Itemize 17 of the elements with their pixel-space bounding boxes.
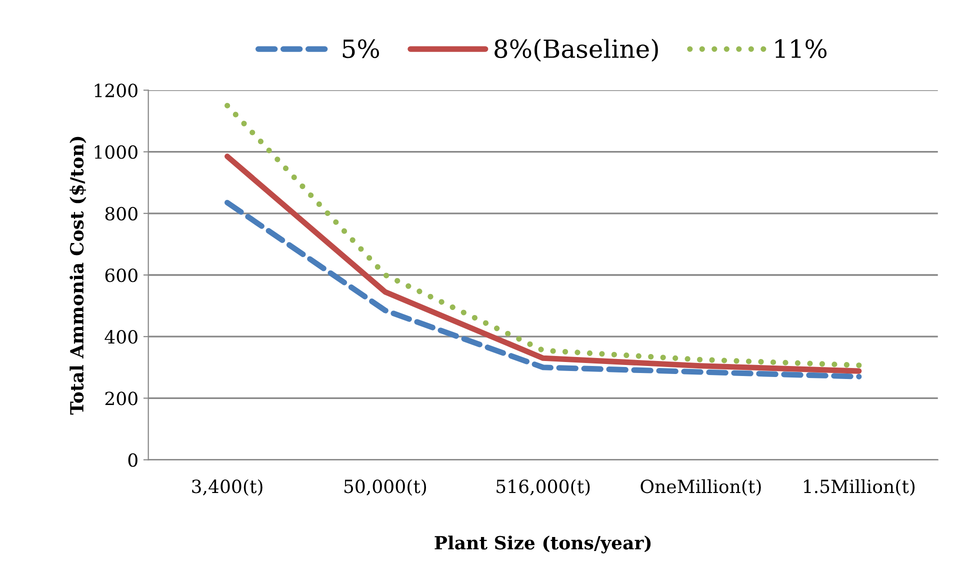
legend-label: 5%	[342, 39, 380, 58]
y-tick-label: 600	[105, 268, 138, 282]
y-tick-label: 1200	[94, 84, 138, 98]
x-axis-title: Plant Size (tons/year)	[434, 536, 651, 554]
legend-label: 11%	[775, 39, 827, 58]
x-tick-label: 516,000(t)	[496, 479, 590, 496]
y-tick-label: 800	[105, 206, 138, 221]
y-tick-label: 1000	[94, 145, 138, 159]
x-tick-label: 3,400(t)	[192, 479, 262, 496]
y-tick-label: 200	[105, 392, 138, 406]
x-tick-label: OneMillion(t)	[640, 479, 761, 496]
legend-label: 8%(Baseline)	[494, 38, 658, 62]
x-tick-label: 1.5Million(t)	[804, 479, 915, 496]
y-tick-label: 400	[104, 330, 138, 344]
y-tick-label: 0	[128, 453, 138, 467]
y-axis-title: Total Ammonia Cost ($/ton)	[70, 136, 86, 415]
x-tick-label: 50,000(t)	[344, 479, 426, 496]
